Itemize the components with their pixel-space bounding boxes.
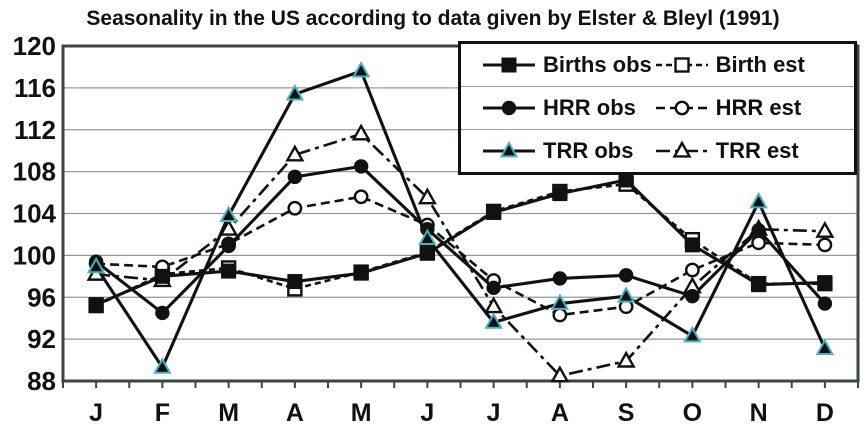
legend-item-trr-est: TRR est — [650, 138, 854, 164]
legend-label: TRR obs — [543, 138, 634, 163]
series-line-births-obs — [95, 178, 825, 307]
x-tick-label: A — [286, 399, 304, 427]
series-line-trr-est — [96, 132, 825, 378]
legend-item-births-obs: Births obs — [461, 52, 652, 78]
legend-item-birth-est: Birth est — [650, 52, 854, 78]
chart-title: Seasonality in the US according to data … — [86, 7, 780, 30]
y-tick-label: 108 — [13, 157, 56, 187]
series-line-trr-obs — [94, 69, 827, 369]
y-tick-label: 100 — [13, 240, 56, 270]
hrr-obs-line-sample-icon — [483, 100, 535, 116]
x-tick-label: S — [618, 399, 635, 427]
series-line-hrr-est — [96, 195, 825, 317]
x-tick-label: J — [89, 399, 103, 427]
y-tick-label: 120 — [13, 31, 56, 61]
y-tick-label: 112 — [14, 115, 56, 145]
x-tick-label: M — [218, 399, 239, 427]
legend-item-trr-obs: TRR obs — [461, 138, 650, 164]
x-tick-label: F — [155, 399, 170, 427]
x-tick-label: M — [351, 399, 372, 427]
series-markers-hrr-obs — [88, 159, 833, 321]
x-tick-label: O — [683, 399, 702, 427]
birth-est-line-sample-icon — [655, 57, 708, 73]
x-tick-label: N — [750, 399, 768, 427]
y-tick-label: 116 — [14, 73, 56, 103]
trr-obs-line-sample-icon — [483, 140, 535, 158]
legend-label: HRR est — [715, 95, 802, 120]
legend-row: HRR obs HRR est — [461, 86, 854, 129]
y-tick-label: 88 — [27, 366, 56, 396]
legend-item-hrr-est: HRR est — [650, 95, 854, 121]
x-tick-label: J — [487, 399, 501, 427]
legend-item-hrr-obs: HRR obs — [461, 95, 650, 121]
y-tick-label: 96 — [27, 282, 56, 312]
series-markers-birth-est — [88, 176, 833, 314]
trr-est-line-sample-icon — [655, 140, 708, 158]
legend-label: Births obs — [543, 52, 652, 77]
hrr-est-line-sample-icon — [655, 100, 708, 116]
legend: Births obs Birth est HRR obs HRR est TRR… — [458, 41, 857, 175]
legend-label: Birth est — [715, 52, 805, 77]
x-tick-label: A — [551, 399, 569, 427]
y-tick-label: 92 — [27, 324, 56, 354]
x-tick-label: J — [420, 399, 434, 427]
series-markers-births-obs — [88, 172, 833, 313]
x-tick-label: D — [816, 399, 834, 427]
births-obs-line-sample-icon — [483, 57, 535, 73]
legend-row: TRR obs TRR est — [461, 129, 854, 172]
series-line-hrr-obs — [95, 164, 827, 315]
legend-label: TRR est — [715, 138, 799, 163]
y-axis-labels: 120 116 112 108 104 100 96 92 88 — [13, 31, 57, 396]
legend-label: HRR obs — [543, 95, 636, 120]
series-markers-trr-obs — [86, 61, 835, 374]
legend-row: Births obs Birth est — [461, 44, 854, 86]
y-tick-label: 104 — [13, 199, 57, 229]
